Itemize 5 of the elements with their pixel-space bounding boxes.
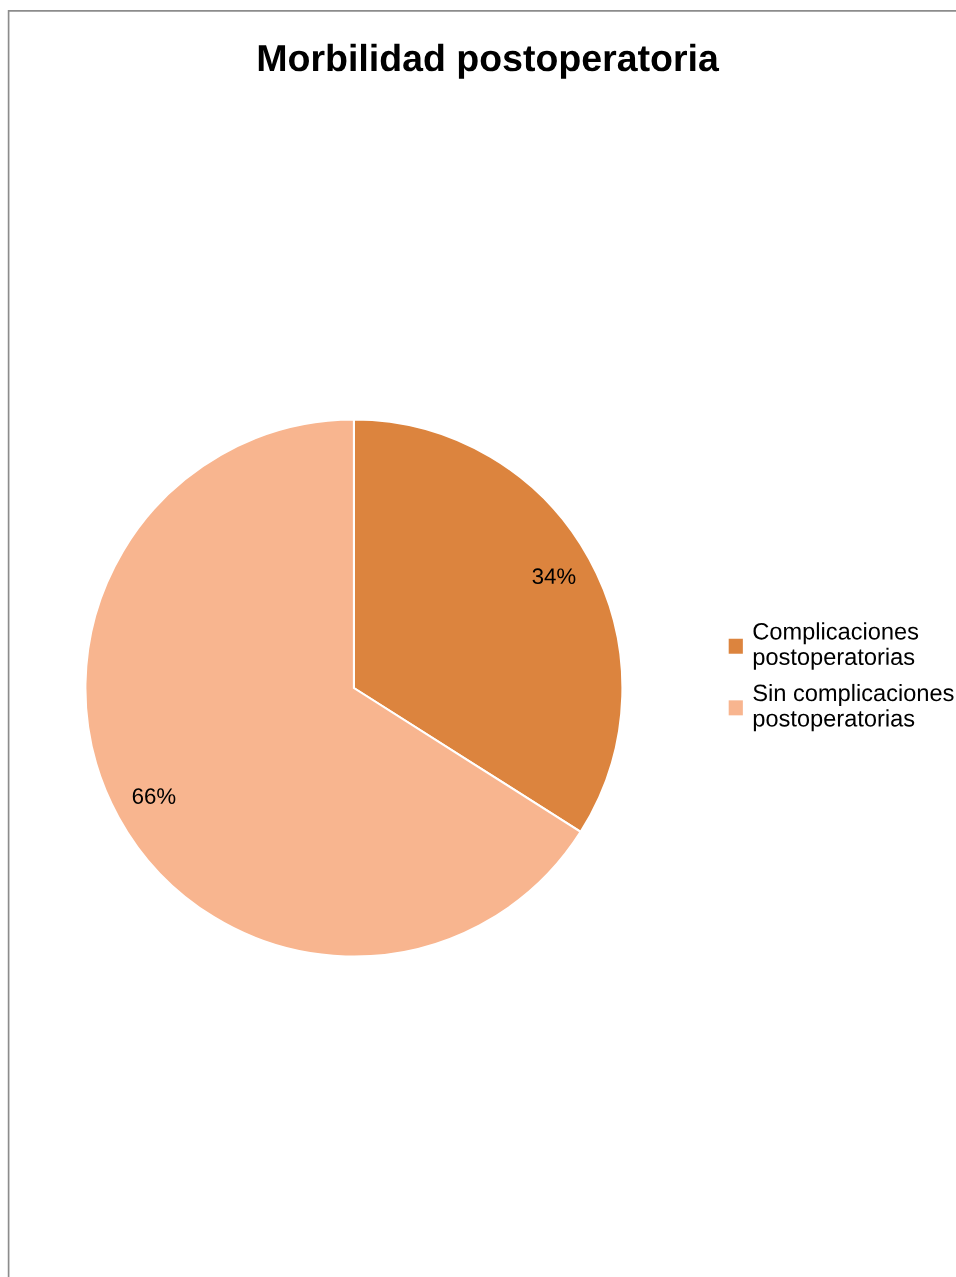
data-label: 66%: [132, 788, 176, 804]
legend-label: Complicaciones postoperatorias: [753, 622, 919, 670]
data-label: 34%: [532, 568, 576, 585]
chart-title: Morbilidad postoperatoria: [258, 43, 720, 79]
legend-label: Sin complicaciones postoperatorias: [753, 683, 954, 732]
